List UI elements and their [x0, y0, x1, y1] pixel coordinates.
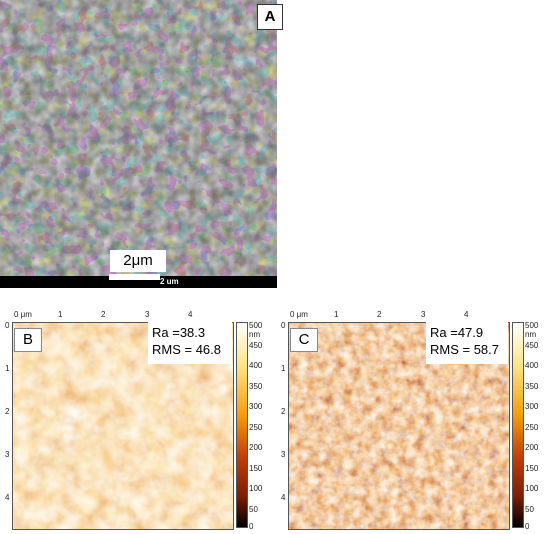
x-tick-label: 2 [377, 310, 382, 319]
cbar-tick: 500 nm [249, 321, 263, 339]
cbar-tick: 400 [525, 361, 539, 370]
ra-value: Ra =47.9 [430, 325, 484, 340]
afm-panel-b: 0 μm 1 2 3 4 0 1 2 3 4 B Ra = [0, 300, 275, 534]
sem-info-bar: 2 um [0, 276, 277, 288]
cbar-tick: 50 [525, 505, 534, 514]
x-tick-label: 2 [101, 310, 106, 319]
cbar-tick: 450 [249, 341, 263, 350]
y-tick-label: 0 [5, 321, 10, 330]
x-tick-label: 3 [145, 310, 150, 319]
panel-label-a: A [257, 4, 283, 30]
panel-label-b: B [14, 328, 42, 352]
y-tick-label: 1 [281, 364, 286, 373]
x-tick-label: 4 [464, 310, 469, 319]
cbar-tick: 100 [249, 484, 263, 493]
x-tick-label: 0 μm [14, 310, 32, 319]
x-tick-label: 1 [58, 310, 63, 319]
sem-panel: 2 um 2μm A [0, 0, 283, 288]
cbar-tick: 350 [525, 382, 539, 391]
x-tick-label: 0 μm [290, 310, 308, 319]
cbar-tick: 150 [525, 464, 539, 473]
cbar-tick: 500 nm [525, 321, 539, 339]
cbar-tick: 350 [249, 382, 263, 391]
y-tick-label: 2 [281, 407, 286, 416]
panel-label-c: C [290, 328, 318, 352]
x-tick-label: 4 [188, 310, 193, 319]
y-tick-label: 1 [5, 364, 10, 373]
y-tick-label: 4 [5, 493, 10, 502]
x-tick-label: 1 [334, 310, 339, 319]
cbar-tick: 50 [249, 505, 258, 514]
y-tick-label: 3 [281, 450, 286, 459]
cbar-tick: 150 [249, 464, 263, 473]
cbar-tick: 250 [249, 423, 263, 432]
scale-label: 2μm [110, 250, 166, 272]
y-tick-label: 3 [5, 450, 10, 459]
cbar-tick: 300 [525, 402, 539, 411]
colorbar-b [236, 322, 248, 528]
sem-texture [0, 0, 277, 276]
y-tick-label: 2 [5, 407, 10, 416]
sem-image [0, 0, 277, 276]
rms-value: RMS = 46.8 [152, 342, 222, 357]
roughness-stats-b: Ra =38.3 RMS = 46.8 [148, 322, 232, 364]
rms-value: RMS = 58.7 [430, 342, 500, 357]
y-tick-label: 0 [281, 321, 286, 330]
cbar-tick: 200 [525, 443, 539, 452]
y-tick-label: 4 [281, 493, 286, 502]
afm-panel-c: 0 μm 1 2 3 4 0 1 2 3 4 C Ra =47.9 [276, 300, 550, 534]
cbar-tick: 300 [249, 402, 263, 411]
roughness-stats-c: Ra =47.9 RMS = 58.7 [426, 322, 508, 364]
colorbar-c [512, 322, 524, 528]
x-tick-label: 3 [421, 310, 426, 319]
sem-bar-text: 2 um [160, 277, 179, 286]
cbar-tick: 100 [525, 484, 539, 493]
cbar-tick: 0 [525, 522, 530, 531]
scale-bar [109, 274, 160, 280]
cbar-tick: 400 [249, 361, 263, 370]
cbar-tick: 0 [249, 522, 254, 531]
cbar-tick: 250 [525, 423, 539, 432]
ra-value: Ra =38.3 [152, 325, 206, 340]
cbar-tick: 450 [525, 341, 539, 350]
cbar-tick: 200 [249, 443, 263, 452]
